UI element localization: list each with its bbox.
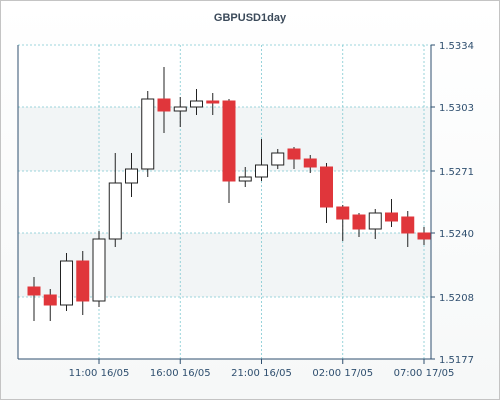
candle-bearish [303,158,317,168]
candle-bearish [157,98,171,112]
x-tick-label: 07:00 17/05 [394,368,455,379]
candle-bullish [271,152,285,166]
x-tick-label: 02:00 17/05 [312,368,373,379]
chart-title: GBPUSD1day [213,12,287,24]
plot-area [18,45,431,359]
candle-bearish [385,212,398,222]
y-tick-label: 1.5303 [439,103,474,114]
y-tick-label: 1.5208 [439,293,474,304]
candle-bearish [206,100,220,104]
candle-bearish [222,100,236,182]
candle-bullish [92,238,106,302]
candle-bearish [417,232,431,240]
candle-bearish [43,294,57,306]
candle-bearish [27,286,41,296]
candle-bullish [190,100,203,108]
candle-bullish [125,168,138,184]
y-tick-label: 1.5334 [439,41,474,52]
candle-bearish [401,216,415,234]
candle-bearish [320,166,333,208]
x-tick-label: 16:00 16/05 [150,368,211,379]
y-tick-label: 1.5240 [439,229,474,240]
candle-bullish [255,164,268,178]
candle-bullish [173,106,187,112]
candle-bullish [141,98,155,170]
candle-bearish [76,260,90,302]
candle-bullish [60,260,73,306]
candle-bullish [238,176,252,182]
candle-bearish [352,214,366,230]
y-tick-label: 1.5271 [439,167,474,178]
candle-bullish [368,212,382,230]
x-tick-label: 21:00 16/05 [231,368,292,379]
candle-bearish [287,148,301,160]
x-tick-label: 11:00 16/05 [69,368,130,379]
candle-bullish [108,182,122,240]
candle-bearish [336,206,350,220]
y-tick-label: 1.5177 [439,355,474,366]
